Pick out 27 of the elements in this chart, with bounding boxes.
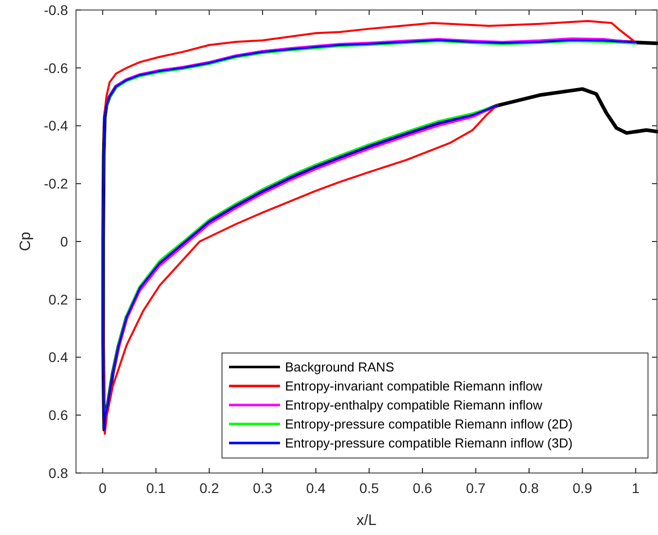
- legend-label: Background RANS: [285, 360, 394, 375]
- y-axis-title: Cp: [17, 232, 34, 252]
- x-tick-label: 0.8: [519, 480, 540, 496]
- y-tick-label: -0.2: [44, 176, 68, 192]
- x-tick-label: 0: [98, 480, 107, 496]
- x-tick-label: 1: [632, 480, 640, 496]
- y-tick-label: 0.4: [48, 349, 68, 366]
- y-tick-label: -0.8: [44, 2, 68, 18]
- legend-label: Entropy-enthalpy compatible Riemann inflow: [285, 398, 543, 413]
- y-tick-label: -0.6: [44, 60, 68, 76]
- legend-label: Entropy-pressure compatible Riemann inflow (3D): [285, 436, 573, 451]
- x-axis-title: x/L: [356, 512, 377, 529]
- y-tick-label: 0.2: [48, 291, 68, 308]
- x-tick-label: 0.9: [572, 480, 592, 496]
- x-tick-label: 0.6: [412, 480, 432, 496]
- legend-label: Entropy-pressure compatible Riemann inflow (2D): [285, 416, 573, 432]
- y-tick-label: 0.6: [48, 407, 68, 424]
- x-tick-label: 0.4: [306, 480, 326, 496]
- y-tick-label: -0.4: [44, 118, 68, 134]
- x-tick-label: 0.7: [466, 480, 486, 496]
- y-tick-label: 0.8: [48, 464, 68, 481]
- x-tick-label: 0.5: [359, 480, 380, 496]
- x-tick-label: 0.2: [200, 480, 220, 496]
- y-tick-label: 0: [60, 233, 68, 250]
- x-tick-label: 0.1: [146, 480, 166, 496]
- x-tick-label: 0.3: [252, 480, 272, 496]
- legend-label: Entropy-invariant compatible Riemann inflow: [285, 378, 543, 394]
